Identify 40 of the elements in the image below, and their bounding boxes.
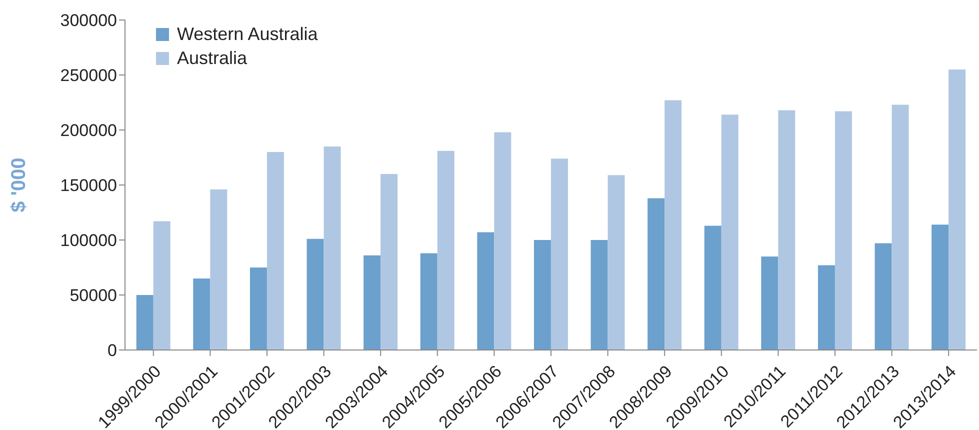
bar: [324, 146, 341, 350]
bar: [437, 150, 454, 350]
y-axis-title: $ '000: [8, 158, 30, 212]
y-tick-label: 200000: [60, 121, 117, 140]
y-tick-label: 250000: [60, 66, 117, 86]
y-tick-label: 300000: [60, 11, 117, 30]
bar: [704, 226, 722, 350]
bar: [193, 278, 210, 350]
bar: [932, 224, 949, 350]
bar: [818, 265, 835, 350]
bar: [721, 114, 738, 350]
bar: [590, 240, 608, 350]
bar: [266, 152, 284, 350]
legend-label: Australia: [177, 48, 248, 68]
bar: [477, 232, 494, 350]
y-tick-label: 100000: [60, 231, 117, 250]
bar: [608, 175, 625, 350]
bar: [778, 110, 796, 350]
bar: [153, 221, 170, 350]
bar: [136, 295, 154, 350]
y-tick-label: 0: [108, 341, 117, 360]
bar: [550, 158, 568, 350]
bar: [250, 268, 267, 350]
bar: [420, 253, 438, 350]
bar: [648, 198, 665, 350]
y-tick-label: 150000: [60, 176, 117, 196]
bar: [210, 189, 228, 350]
legend-label: Western Australia: [177, 24, 318, 44]
bar: [874, 243, 892, 350]
bar: [761, 256, 778, 350]
bar: [364, 255, 381, 350]
bar: [494, 132, 512, 350]
bar: [380, 174, 398, 350]
bar: [306, 238, 324, 350]
bar: [892, 104, 909, 350]
bar: [948, 70, 966, 350]
bar: [534, 240, 551, 350]
bar: [834, 111, 852, 350]
bar: [664, 100, 682, 350]
y-tick-label: 50000: [70, 286, 117, 306]
